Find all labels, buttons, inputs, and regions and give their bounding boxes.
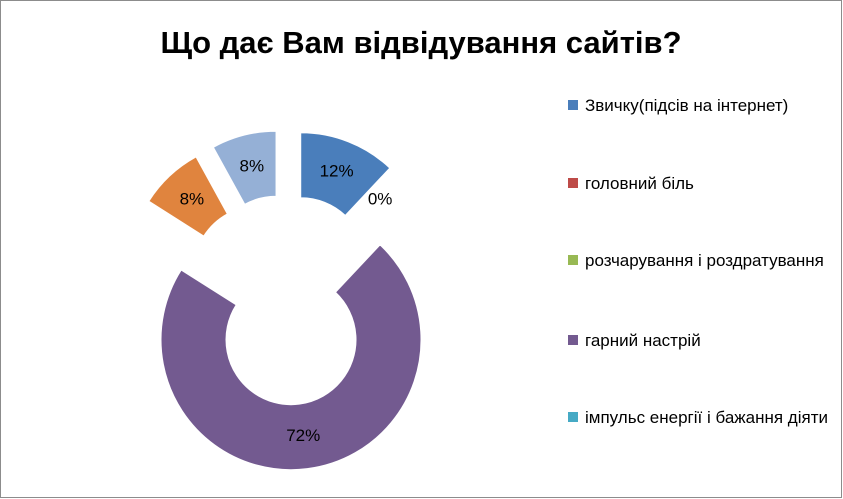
legend-label: Звичку(підсів на інтернет) — [585, 96, 789, 115]
legend-swatch — [568, 100, 578, 110]
legend-swatch — [568, 178, 578, 188]
legend-item: розчарування і роздратування — [568, 248, 830, 273]
data-label: 8% — [240, 156, 265, 175]
legend-label: розчарування і роздратування — [585, 251, 824, 270]
legend-item: імпульс енергії і бажання діяти — [568, 405, 830, 430]
legend-swatch — [568, 255, 578, 265]
doughnut-slice — [300, 132, 391, 217]
data-label: 8% — [180, 189, 205, 208]
legend-label: головний біль — [585, 174, 694, 193]
chart-title: Що дає Вам відвідування сайтів? — [160, 25, 681, 60]
doughnut-slice — [160, 244, 422, 471]
data-label: 12% — [320, 162, 354, 181]
legend-item: головний біль — [568, 171, 830, 196]
doughnut-slice — [212, 130, 277, 205]
legend-label: імпульс енергії і бажання діяти — [585, 408, 828, 427]
legend-swatch — [568, 335, 578, 345]
data-label: 72% — [286, 426, 320, 445]
legend-label: гарний настрій — [585, 331, 701, 350]
doughnut-slice — [148, 156, 228, 237]
legend-swatch — [568, 412, 578, 422]
legend-item: Звичку(підсів на інтернет) — [568, 93, 830, 118]
data-label: 0% — [368, 189, 393, 208]
legend-item: гарний настрій — [568, 328, 830, 353]
